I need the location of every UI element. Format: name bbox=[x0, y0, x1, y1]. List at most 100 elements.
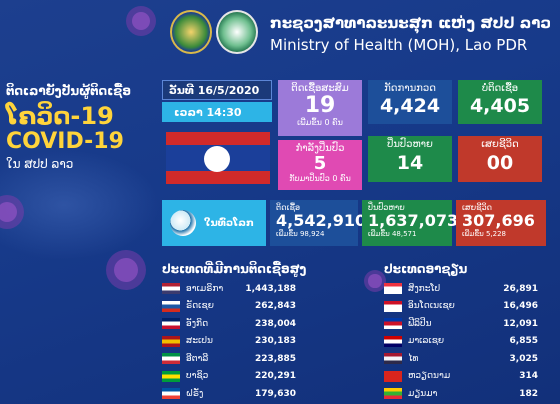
deaths-card: ເສຍຊີວິດ 00 bbox=[458, 136, 542, 182]
background-map bbox=[0, 150, 160, 260]
list-item: ມຽນມາ 182 bbox=[384, 385, 538, 403]
country-name: ສິງກະໂປ bbox=[408, 283, 441, 294]
recovered-card: ປິ່ນປົວຫາຍ 14 bbox=[368, 136, 452, 182]
country-name: ອັງກິດ bbox=[186, 318, 209, 329]
recovered-label: ປິ່ນປົວຫາຍ bbox=[387, 139, 433, 150]
tested-card: ກັດການກວດ 4,424 bbox=[368, 80, 452, 124]
country-flag-icon bbox=[162, 318, 180, 330]
country-flag-icon bbox=[384, 335, 402, 347]
list-item: ອີຕາລີ 223,885 bbox=[162, 350, 296, 368]
globe-icon bbox=[170, 210, 196, 236]
country-cases: 12,091 bbox=[503, 318, 538, 329]
ministry-title-en: Ministry of Health (MOH), Lao PDR bbox=[270, 36, 528, 54]
negative-label: ບໍ່ຕິດເຊື້ອ bbox=[481, 83, 519, 94]
country-cases: 314 bbox=[519, 371, 538, 382]
list-item: ຝຣັ່ງ 179,630 bbox=[162, 385, 296, 403]
list-item: ບາຊິວ 220,291 bbox=[162, 368, 296, 386]
ministry-title-lao: ກະຊວງສາທາລະນະສຸກ ແຫ່ງ ສປປ ລາວ bbox=[270, 14, 552, 32]
country-flag-icon bbox=[162, 335, 180, 347]
heading-covid-en: COVID-19 bbox=[6, 129, 124, 154]
total-cases-sub: ເພີ່ມຂຶ້ນ 0 ຄົນ bbox=[297, 118, 343, 127]
deaths-label: ເສຍຊີວິດ bbox=[481, 139, 519, 150]
heading-country: ໃນ ສປປ ລາວ bbox=[6, 157, 74, 172]
country-flag-icon bbox=[384, 300, 402, 312]
lao-flag-icon bbox=[166, 132, 270, 184]
moh-logo-icon bbox=[216, 10, 258, 54]
deaths-value: 00 bbox=[486, 152, 514, 174]
country-cases: 3,025 bbox=[509, 353, 538, 364]
country-flag-icon bbox=[384, 388, 402, 400]
country-flag-icon bbox=[162, 388, 180, 400]
world-infected-sub: ເພີ່ມຂຶ້ນ 98,924 bbox=[276, 230, 325, 238]
active-cases-card: ກຳລັງປິ່ນປົວ 5 ກັບມາປິ່ນປົວ 0 ຄົນ bbox=[278, 140, 362, 190]
world-recovered-sub: ເພີ່ມຂຶ້ນ 48,571 bbox=[368, 230, 417, 238]
world-infected-card: ຕິດເຊື້ອ 4,542,910 ເພີ່ມຂຶ້ນ 98,924 bbox=[270, 200, 366, 246]
country-cases: 16,496 bbox=[503, 301, 538, 312]
country-cases: 6,855 bbox=[509, 336, 538, 347]
country-cases: 182 bbox=[519, 388, 538, 399]
recovered-value: 14 bbox=[396, 152, 424, 174]
list-item: ມາເລເຊຍ 6,855 bbox=[384, 333, 538, 351]
heading-covid-lao: ໂຄວິດ-19 bbox=[6, 102, 114, 130]
country-cases: 223,885 bbox=[255, 353, 296, 364]
country-name: ອີຕາລີ bbox=[186, 353, 209, 364]
country-flag-icon bbox=[162, 300, 180, 312]
list-item: ສິງກະໂປ 26,891 bbox=[384, 280, 538, 298]
country-cases: 179,630 bbox=[255, 388, 296, 399]
asean-title: ປະເທດອາຊຽນ bbox=[384, 262, 468, 276]
country-name: ອາເມຣິກາ bbox=[186, 283, 224, 294]
negative-value: 4,405 bbox=[469, 95, 531, 117]
top-countries-title: ປະເທດທີ່ມີການຕິດເຊື້ອສູງ bbox=[162, 262, 307, 276]
country-name: ຟີລິປິນ bbox=[408, 318, 432, 329]
world-label: ໃນທົ່ວໂລກ bbox=[204, 217, 254, 229]
list-item: ອາເມຣິກາ 1,443,188 bbox=[162, 280, 296, 298]
country-flag-icon bbox=[162, 370, 180, 382]
active-cases-sub: ກັບມາປິ່ນປົວ 0 ຄົນ bbox=[289, 174, 351, 183]
world-label-box: ໃນທົ່ວໂລກ bbox=[162, 200, 266, 246]
country-name: ໄທ bbox=[408, 353, 419, 364]
country-flag-icon bbox=[162, 283, 180, 295]
date-label: ວັນທີ 16/5/2020 bbox=[162, 80, 272, 100]
list-item: ອິນໂດເນເຊຍ 16,496 bbox=[384, 298, 538, 316]
top-countries-list: ອາເມຣິກາ 1,443,188 ຣັດເຊຍ 262,843 ອັງກິດ 238,… bbox=[162, 280, 296, 403]
world-infected-label: ຕິດເຊື້ອ bbox=[276, 203, 301, 212]
world-recovered-value: 1,637,073 bbox=[368, 211, 459, 230]
total-cases-value: 19 bbox=[304, 93, 336, 118]
country-name: ມາເລເຊຍ bbox=[408, 336, 445, 347]
country-name: ມຽນມາ bbox=[408, 388, 438, 399]
country-cases: 1,443,188 bbox=[245, 283, 296, 294]
country-flag-icon bbox=[384, 353, 402, 365]
country-name: ຣັດເຊຍ bbox=[186, 301, 214, 312]
time-label: ເວລາ 14:30 bbox=[162, 102, 272, 122]
virus-decoration bbox=[106, 250, 146, 290]
active-cases-label: ກຳລັງປິ່ນປົວ bbox=[295, 143, 345, 154]
world-recovered-label: ປິ່ນປົວຫາຍ bbox=[368, 203, 405, 212]
lao-emblem-icon bbox=[170, 10, 212, 54]
country-cases: 238,004 bbox=[255, 318, 296, 329]
world-deaths-card: ເສຍຊີວິດ 307,696 ເພີ່ມຂຶ້ນ 5,228 bbox=[456, 200, 546, 246]
header: ກະຊວງສາທາລະນະສຸກ ແຫ່ງ ສປປ ລາວ Ministry o… bbox=[170, 8, 560, 64]
active-cases-value: 5 bbox=[313, 153, 327, 174]
tested-label: ກັດການກວດ bbox=[384, 83, 436, 94]
country-flag-icon bbox=[384, 318, 402, 330]
list-item: ຟີລິປິນ 12,091 bbox=[384, 315, 538, 333]
list-item: ອັງກິດ 238,004 bbox=[162, 315, 296, 333]
world-stats-row: ໃນທົ່ວໂລກ ຕິດເຊື້ອ 4,542,910 ເພີ່ມຂຶ້ນ 9… bbox=[162, 200, 546, 246]
country-name: ສະເປນ bbox=[186, 336, 213, 347]
country-flag-icon bbox=[162, 353, 180, 365]
list-item: ສະເປນ 230,183 bbox=[162, 333, 296, 351]
world-deaths-value: 307,696 bbox=[462, 211, 535, 230]
asean-list: ສິງກະໂປ 26,891 ອິນໂດເນເຊຍ 16,496 ຟີລິປິນ 12,0… bbox=[384, 280, 538, 403]
tested-value: 4,424 bbox=[379, 95, 441, 117]
total-cases-card: ຕິດເຊື້ອສະສົມ 19 ເພີ່ມຂຶ້ນ 0 ຄົນ bbox=[278, 80, 362, 136]
country-name: ຝຣັ່ງ bbox=[186, 388, 204, 399]
country-name: ຫວຽດນາມ bbox=[408, 371, 451, 382]
country-cases: 230,183 bbox=[255, 336, 296, 347]
list-item: ໄທ 3,025 bbox=[384, 350, 538, 368]
country-cases: 220,291 bbox=[255, 371, 296, 382]
country-name: ບາຊິວ bbox=[186, 371, 209, 382]
world-deaths-label: ເສຍຊີວິດ bbox=[462, 203, 493, 212]
country-cases: 26,891 bbox=[503, 283, 538, 294]
country-cases: 262,843 bbox=[255, 301, 296, 312]
heading-line1: ຕິດເລາຍັງປັນຜູ້ຕິດເຊື້ອ bbox=[6, 84, 131, 98]
